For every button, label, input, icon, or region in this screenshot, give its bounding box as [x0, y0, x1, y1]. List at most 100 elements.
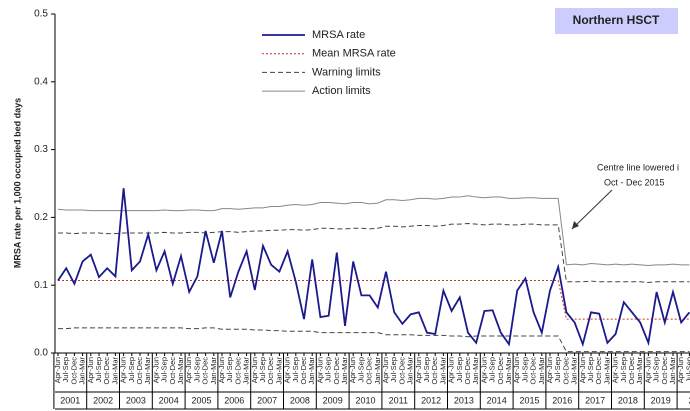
year-label: 2008 [290, 395, 310, 405]
x-tick-label: Apr-Jun [545, 357, 554, 383]
year-label: 2007 [257, 395, 277, 405]
x-tick-label: Oct-Dec [660, 357, 669, 385]
year-label: 2004 [159, 395, 179, 405]
year-label: 2019 [651, 395, 671, 405]
x-tick-label: Apr-Jun [479, 357, 488, 383]
y-tick-label: 0.4 [34, 76, 48, 87]
x-tick-label: Jul-Sep [488, 357, 497, 382]
x-tick-label: Jan-Mar [438, 357, 447, 385]
x-tick-label: Apr-Jun [676, 357, 685, 383]
x-tick-label: Jan-Mar [110, 357, 119, 385]
x-tick-label: Oct-Dec [233, 357, 242, 385]
year-label: 2011 [389, 395, 408, 405]
x-tick-label: Apr-Jun [217, 357, 226, 383]
chart-title: Northern HSCT [573, 13, 660, 27]
x-tick-label: Jul-Sep [520, 357, 529, 382]
reference-line [57, 195, 690, 267]
arrow-head [572, 221, 579, 229]
year-label: 2001 [60, 395, 80, 405]
x-tick-label: Apr-Jun [86, 357, 95, 383]
x-tick-label: Apr-Jun [250, 357, 259, 383]
x-tick-label: Oct-Dec [299, 357, 308, 385]
y-tick-label: 0.3 [34, 144, 48, 155]
x-tick-label: Apr-Jun [512, 357, 521, 383]
x-tick-label: Jul-Sep [619, 357, 628, 382]
x-tick-label: Oct-Dec [365, 357, 374, 385]
year-label: 2017 [585, 395, 605, 405]
year-label: 2013 [454, 395, 474, 405]
x-tick-label: Jan-Mar [242, 357, 251, 385]
year-label: 2014 [487, 395, 507, 405]
x-tick-label: Jul-Sep [455, 357, 464, 382]
year-label: 2006 [224, 395, 244, 405]
year-label: 2010 [355, 395, 375, 405]
x-tick-label: Apr-Jun [381, 357, 390, 383]
x-tick-label: Jul-Sep [94, 357, 103, 382]
x-tick-label: Jul-Sep [291, 357, 300, 382]
x-tick-label: Jan-Mar [274, 357, 283, 385]
x-tick-label: Jul-Sep [684, 357, 690, 382]
x-tick-label: Jan-Mar [176, 357, 185, 385]
x-tick-label: Oct-Dec [397, 357, 406, 385]
x-tick-label: Jul-Sep [356, 357, 365, 382]
annotation: Centre line lowered i [597, 162, 679, 172]
x-tick-label: Jan-Mar [504, 357, 513, 385]
x-tick-label: Jan-Mar [209, 357, 218, 385]
x-tick-label: Jan-Mar [143, 357, 152, 385]
x-tick-label: Jan-Mar [78, 357, 87, 385]
x-tick-label: Oct-Dec [102, 357, 111, 385]
x-tick-label: Jul-Sep [389, 357, 398, 382]
x-tick-label: Apr-Jun [184, 357, 193, 383]
year-label: 20 [688, 395, 690, 405]
data-line [57, 188, 690, 348]
reference-line [58, 279, 690, 320]
x-tick-label: Jul-Sep [586, 357, 595, 382]
x-tick-label: Jul-Sep [422, 357, 431, 382]
x-tick-label: Oct-Dec [561, 357, 570, 385]
x-tick-label: Jul-Sep [553, 357, 562, 382]
x-tick-label: Apr-Jun [447, 357, 456, 383]
x-tick-label: Apr-Jun [348, 357, 357, 383]
x-tick-label: Oct-Dec [135, 357, 144, 385]
x-tick-label: Jan-Mar [537, 357, 546, 385]
x-tick-label: Jul-Sep [258, 357, 267, 382]
x-tick-label: Oct-Dec [201, 357, 210, 385]
y-tick-label: 0.0 [34, 348, 48, 359]
y-axis-label: MRSA rate per 1,000 occupied bed days [12, 98, 22, 268]
reference-line [58, 327, 690, 353]
x-tick-label: Apr-Jun [283, 357, 292, 383]
x-tick-label: Jul-Sep [225, 357, 234, 382]
x-tick-label: Apr-Jun [611, 357, 620, 383]
x-tick-label: Jan-Mar [307, 357, 316, 385]
x-tick-label: Apr-Jun [578, 357, 587, 383]
year-label: 2018 [618, 395, 638, 405]
x-tick-label: Oct-Dec [168, 357, 177, 385]
x-tick-label: Apr-Jun [119, 357, 128, 383]
x-tick-label: Jan-Mar [340, 357, 349, 385]
y-tick-label: 0.1 [34, 280, 48, 291]
legend-label: MRSA rate [312, 29, 365, 41]
x-tick-label: Oct-Dec [627, 357, 636, 385]
y-tick-label: 0.2 [34, 212, 48, 223]
x-tick-label: Oct-Dec [69, 357, 78, 385]
x-tick-label: Oct-Dec [594, 357, 603, 385]
year-label: 2012 [421, 395, 441, 405]
x-tick-label: Oct-Dec [463, 357, 472, 385]
x-tick-label: Apr-Jun [53, 357, 62, 383]
x-tick-label: Jul-Sep [324, 357, 333, 382]
year-label: 2003 [126, 395, 146, 405]
annotation: Oct - Dec 2015 [604, 177, 665, 187]
x-tick-label: Jan-Mar [668, 357, 677, 385]
x-tick-label: Jan-Mar [406, 357, 415, 385]
title-box [555, 8, 678, 34]
x-tick-label: Oct-Dec [332, 357, 341, 385]
year-label: 2015 [519, 395, 539, 405]
legend-label: Warning limits [312, 66, 381, 78]
x-tick-label: Jul-Sep [652, 357, 661, 382]
x-tick-label: Jul-Sep [192, 357, 201, 382]
x-tick-label: Oct-Dec [430, 357, 439, 385]
x-tick-label: Apr-Jun [151, 357, 160, 383]
x-tick-label: Jul-Sep [127, 357, 136, 382]
x-tick-label: Oct-Dec [496, 357, 505, 385]
